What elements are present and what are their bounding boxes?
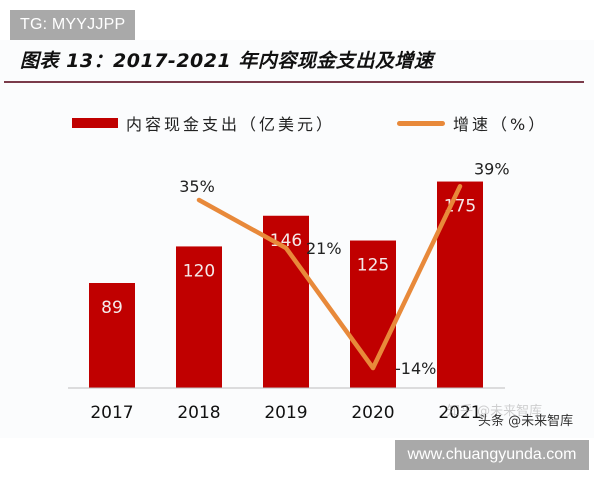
bar-2019 [263,215,309,388]
x-tick-2019: 2019 [264,403,307,423]
bar-series [89,181,483,388]
line-value-label: -14% [395,359,436,378]
title-underline [4,81,584,83]
bar-2018 [176,246,222,388]
x-tick-2020: 2020 [351,403,394,423]
x-tick-2018: 2018 [177,403,220,423]
bar-value-label: 125 [357,256,389,276]
chart-title: 图表 13：2017-2021 年内容现金支出及增速 [20,50,434,72]
x-axis-tick-labels: 2017 2018 2019 2020 2021 [90,403,481,423]
x-tick-2021: 2021 [438,403,481,423]
zhihu-watermark: 知乎 @未来智库 [447,404,543,419]
bar-2017 [89,283,135,388]
legend-bar-label: 内容现金支出（亿美元） [126,115,336,134]
tg-watermark-badge: TG: MYYJJPP [10,10,135,40]
legend-bar-swatch [72,118,118,128]
bar-value-label: 89 [101,298,123,318]
line-value-label: 21% [306,239,342,258]
x-tick-2017: 2017 [90,403,133,423]
line-value-labels: 35% 21% -14% 39% [179,159,509,378]
growth-line [196,184,463,371]
legend: 内容现金支出（亿美元） 增速（%） [72,112,547,134]
legend-line-label: 增速（%） [453,115,548,134]
bar-value-label: 120 [183,261,215,281]
line-value-label: 35% [179,177,215,196]
site-watermark-badge: www.chuangyunda.com [395,440,589,470]
toutiao-watermark: 头条 @未来智库 [478,414,574,429]
legend-line-swatch [397,120,446,126]
line-value-label: 39% [474,159,510,178]
